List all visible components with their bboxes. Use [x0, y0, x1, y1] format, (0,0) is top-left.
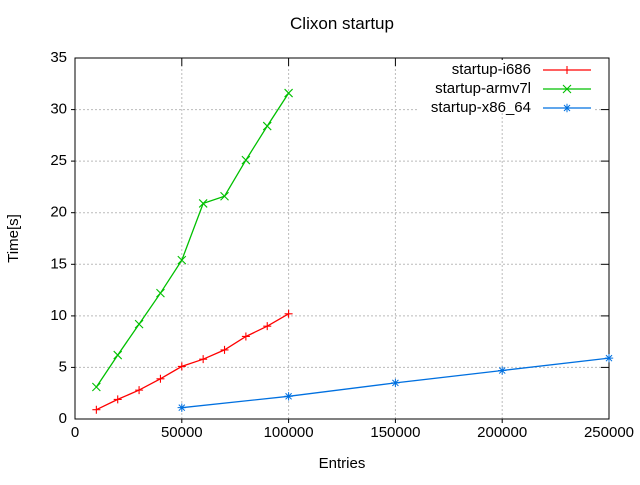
svg-text:100000: 100000: [264, 424, 314, 441]
svg-text:0: 0: [71, 424, 79, 441]
svg-text:150000: 150000: [370, 424, 420, 441]
svg-text:15: 15: [50, 255, 67, 272]
svg-text:25: 25: [50, 152, 67, 169]
svg-text:200000: 200000: [477, 424, 527, 441]
svg-text:startup-x86_64: startup-x86_64: [431, 99, 531, 116]
svg-text:startup-i686: startup-i686: [452, 61, 531, 78]
svg-text:50000: 50000: [161, 424, 203, 441]
svg-text:Clixon startup: Clixon startup: [290, 14, 394, 33]
svg-text:30: 30: [50, 101, 67, 118]
svg-text:Time[s]: Time[s]: [5, 214, 22, 263]
svg-text:5: 5: [59, 358, 67, 375]
svg-text:0: 0: [59, 410, 67, 427]
svg-text:10: 10: [50, 307, 67, 324]
svg-text:startup-armv7l: startup-armv7l: [435, 80, 531, 97]
svg-text:20: 20: [50, 204, 67, 221]
svg-text:250000: 250000: [584, 424, 634, 441]
svg-text:Entries: Entries: [319, 455, 366, 472]
svg-text:35: 35: [50, 49, 67, 66]
